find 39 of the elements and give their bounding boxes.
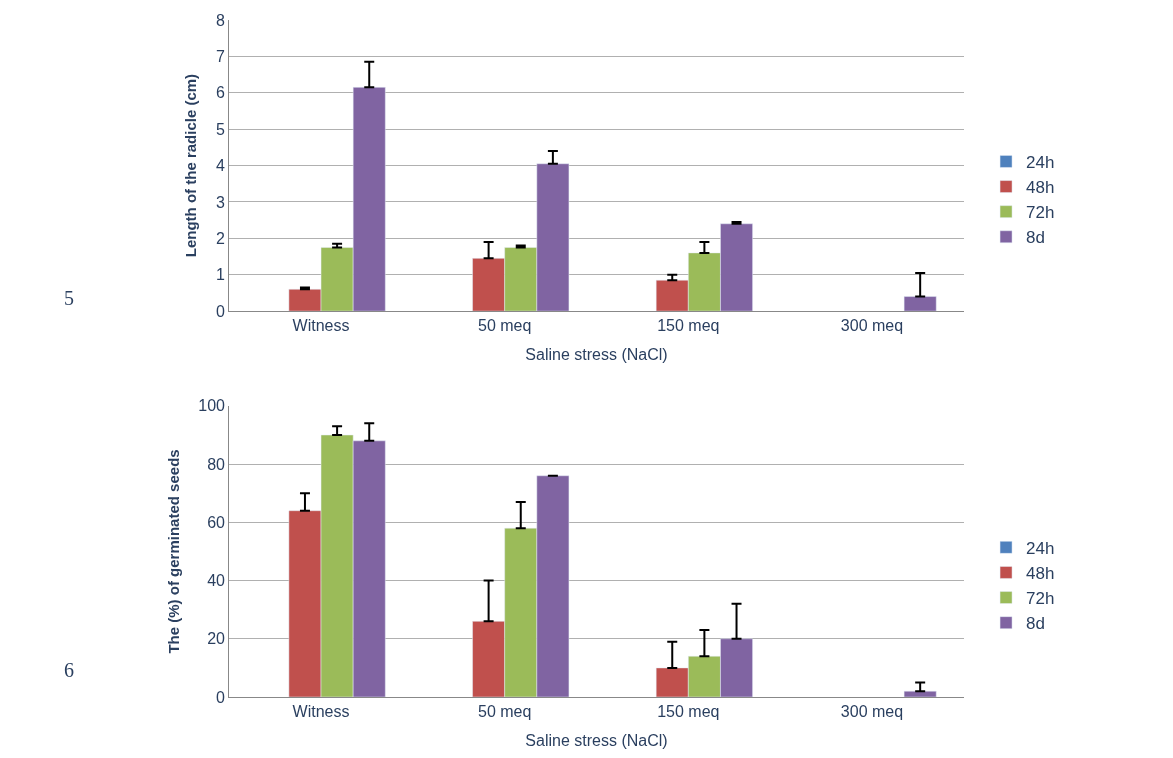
bar bbox=[903, 690, 937, 697]
x-tick-label: 150 meq bbox=[657, 703, 720, 721]
legend-label: 8d bbox=[1026, 228, 1045, 248]
y-tick-label: 60 bbox=[207, 513, 226, 531]
y-tick-label: 2 bbox=[216, 229, 226, 247]
y-tick-label: 1 bbox=[216, 266, 226, 284]
x-tick-label: 300 meq bbox=[840, 317, 904, 335]
x-tick-label: 50 meq bbox=[477, 317, 532, 335]
bar bbox=[903, 296, 937, 312]
x-tick-label: 50 meq bbox=[477, 703, 532, 721]
y-tick-label: 0 bbox=[216, 302, 226, 320]
y-tick-label: 7 bbox=[216, 47, 226, 65]
y-tick-label: 6 bbox=[216, 84, 226, 102]
y-tick-label: 0 bbox=[216, 688, 226, 706]
legend-label: 72h bbox=[1026, 203, 1055, 223]
x-tick-label: Witness bbox=[292, 317, 350, 335]
legend-label: 72h bbox=[1026, 589, 1055, 609]
legend-label: 24h bbox=[1026, 538, 1055, 558]
x-tick-label: 300 meq bbox=[840, 703, 904, 721]
y-tick-label: 20 bbox=[207, 630, 226, 648]
text: 5 bbox=[64, 287, 74, 309]
legend-label: 8d bbox=[1026, 614, 1045, 634]
y-tick-label: 4 bbox=[216, 157, 226, 175]
legend-label: 48h bbox=[1026, 564, 1055, 584]
y-tick-label: 100 bbox=[198, 397, 226, 415]
y-tick-label: 80 bbox=[207, 455, 226, 473]
x-tick-label: 150 meq bbox=[657, 317, 720, 335]
x-tick-label: Witness bbox=[292, 703, 350, 721]
y-axis-title: Length of the radicle (cm) bbox=[182, 73, 200, 258]
y-tick-label: 8 bbox=[216, 11, 226, 29]
x-axis-title: Saline stress (NaCl) bbox=[525, 731, 668, 749]
y-tick-label: 3 bbox=[216, 193, 226, 211]
y-axis-title: The (%) of germinated seeds bbox=[164, 449, 182, 654]
y-tick-label: 5 bbox=[216, 120, 226, 138]
legend-label: 24h bbox=[1026, 153, 1055, 173]
x-axis-title: Saline stress (NaCl) bbox=[525, 346, 668, 364]
text: 6 bbox=[64, 659, 74, 681]
legend-label: 48h bbox=[1026, 178, 1055, 198]
y-tick-label: 40 bbox=[207, 572, 226, 590]
